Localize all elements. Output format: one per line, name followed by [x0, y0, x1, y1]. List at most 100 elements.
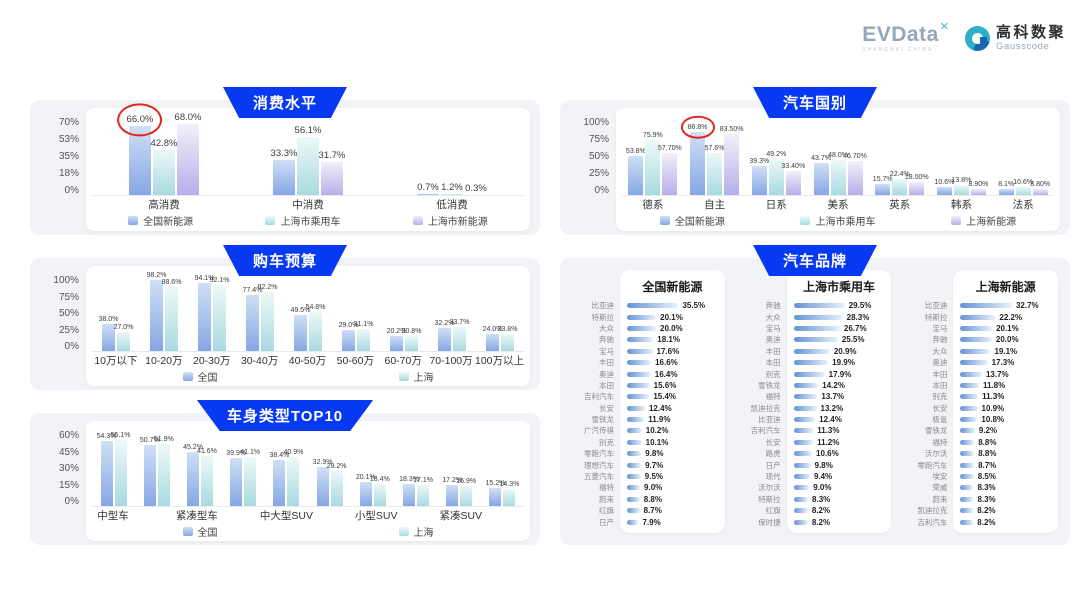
- bar-value-label: 0.7%: [417, 182, 439, 194]
- x-axis-label: 20-30万: [193, 354, 231, 367]
- brand-value: 12.4%: [648, 403, 672, 413]
- brand-name: 比亚迪: [591, 301, 615, 311]
- brand-name: 蔚来: [932, 494, 948, 504]
- brand-value: 20.0%: [660, 323, 683, 333]
- bar: 48.0%: [828, 152, 848, 195]
- brand-bar-track: 19.1%: [953, 347, 1050, 356]
- brand-bar: [793, 382, 819, 388]
- y-axis-tick: 30%: [58, 463, 79, 474]
- bar-group: 18.3% 17.1%: [394, 434, 437, 506]
- bar-value-label: 49.2%: [766, 151, 787, 159]
- brand-bar-track: 17.3%: [953, 358, 1050, 367]
- brand-rows: 比亚迪 32.7% 特斯拉 22.2% 宝马 20.1% 奔驰 20.0% 大众 19.1% 奥迪 1…: [905, 300, 1058, 528]
- brand-bar-track: 35.5%: [620, 301, 717, 310]
- brand-value: 19.9%: [832, 358, 855, 368]
- bar-group: 15.7% 22.4% 18.00%: [869, 122, 931, 195]
- bar-value-label: 0.3%: [465, 182, 487, 194]
- gausscode-name-cn: 高科数聚: [995, 23, 1066, 41]
- brand-name: 比亚迪: [758, 415, 781, 425]
- brand-name: 保时捷: [758, 517, 781, 527]
- brand-bar: [960, 394, 979, 400]
- x-axis-label: 60-70万: [384, 354, 422, 367]
- brand-row: 福特 9.0%: [572, 482, 717, 493]
- brand-bar-track: 9.7%: [620, 461, 717, 470]
- y-axis-tick: 50%: [588, 151, 609, 162]
- evdata-text: EVData: [862, 23, 939, 46]
- brand-bar: [960, 439, 975, 445]
- brand-row: 广汽传祺 10.2%: [572, 425, 717, 436]
- banner-title: 汽车品牌: [782, 253, 848, 270]
- brand-name: 奥迪: [932, 358, 948, 368]
- brand-row: 丰田 20.9%: [739, 346, 884, 357]
- legend-item: 上海: [398, 369, 434, 384]
- bar-value-label: 27.0%: [113, 323, 134, 331]
- bar-group: 86.8% 57.6% 83.50%: [684, 122, 746, 195]
- gausscode-name-en: Gausscode: [995, 41, 1050, 53]
- brand-bar-track: 20.0%: [620, 324, 717, 333]
- legend-swatch: [182, 372, 193, 381]
- brand-row: 比亚迪 12.4%: [739, 414, 884, 425]
- brand-name: 丰田: [599, 358, 614, 368]
- brand-value: 8.2%: [811, 506, 831, 516]
- brand-bar-track: 28.3%: [787, 313, 884, 322]
- x-axis: 中型车 紧凑型车 中大型SUV 小型SUV 紧凑SUV: [92, 507, 524, 523]
- bar: 18.00%: [905, 174, 929, 195]
- y-axis-tick: 0%: [594, 185, 609, 196]
- bar: 33.40%: [781, 163, 805, 195]
- brand-value: 8.3%: [812, 494, 831, 504]
- x-axis-label: 40-50万: [288, 354, 327, 367]
- y-axis-tick: 100%: [53, 275, 79, 286]
- brand-bar-track: 8.3%: [787, 495, 884, 504]
- bar: 31.7%: [319, 150, 345, 195]
- brand-bar: [627, 314, 657, 320]
- bar-value-label: 77.4%: [242, 287, 263, 295]
- brand-name: 长安: [599, 403, 614, 413]
- brand-row: 奥迪 25.5%: [739, 334, 884, 345]
- x-axis-label: 小型SUV: [354, 509, 398, 522]
- bar-value-label: 41.1%: [240, 448, 261, 456]
- bar-value-label: 31.1%: [353, 320, 374, 328]
- x-axis-label: 英系: [889, 198, 911, 211]
- chart-car-country: 100% 75% 50% 25% 0% 53.8% 75.9% 57.70% 86.8% 57.…: [570, 108, 1060, 231]
- bar-value-label: 56.1%: [294, 124, 322, 136]
- brand-value: 8.8%: [978, 437, 997, 447]
- legend-swatch: [951, 216, 962, 225]
- brand-value: 17.6%: [656, 346, 680, 356]
- x-axis: 德系 自主 日系 美系 英系 韩系 法系: [622, 196, 1054, 212]
- brand-value: 8.3%: [977, 494, 996, 504]
- brand-name: 福特: [599, 483, 614, 493]
- bar-group: 49.5% 54.8%: [284, 279, 332, 351]
- x-axis-label: 70-100万: [429, 354, 473, 367]
- plot: 66.0% 42.8% 68.0% 33.3% 56.1% 31.7% 0.7% 1.2% 0.…: [92, 108, 524, 196]
- bar: 66.0%: [127, 114, 153, 195]
- bar: 40.9%: [283, 449, 303, 506]
- x-axis-label: 日系: [765, 198, 787, 211]
- bar: 32.9%: [313, 459, 333, 506]
- brand-bar: [960, 519, 974, 525]
- brand-bar: [793, 325, 840, 331]
- legend-label: 上海市新能源: [427, 217, 488, 228]
- brand-bar-track: 13.2%: [787, 404, 884, 413]
- bar: 39.9%: [226, 450, 246, 506]
- legend-item: 全国新能源: [128, 213, 193, 228]
- brand-row: 宝马 20.1%: [905, 323, 1050, 334]
- brand-row: 沃尔沃 8.8%: [905, 448, 1050, 459]
- x-axis-label: 30-40万: [240, 354, 279, 367]
- bar-group: 0.7% 1.2% 0.3%: [380, 122, 524, 195]
- y-axis: 100% 75% 50% 25% 0%: [570, 108, 616, 196]
- bar: 29.0%: [339, 322, 358, 351]
- bar-value-label: 83.50%: [719, 126, 744, 134]
- brand-bar-track: 14.2%: [787, 381, 884, 390]
- brand-bar: [793, 451, 813, 457]
- brand-name: 日产: [765, 460, 781, 470]
- evdata-x-icon: ✕: [939, 21, 949, 33]
- bar: 68.0%: [175, 112, 201, 195]
- brand-row: 吉利汽车 15.4%: [572, 391, 717, 402]
- legend-label: 全国新能源: [143, 217, 194, 228]
- evdata-wordmark: EVData ✕: [862, 21, 949, 46]
- brand-row: 特斯拉 20.1%: [572, 311, 717, 322]
- bar-value-label: 32.2%: [434, 319, 455, 327]
- bar-value-label: 66.0%: [126, 114, 154, 126]
- brand-value: 32.7%: [1015, 301, 1039, 311]
- brand-row: 奔驰 18.1%: [572, 334, 717, 345]
